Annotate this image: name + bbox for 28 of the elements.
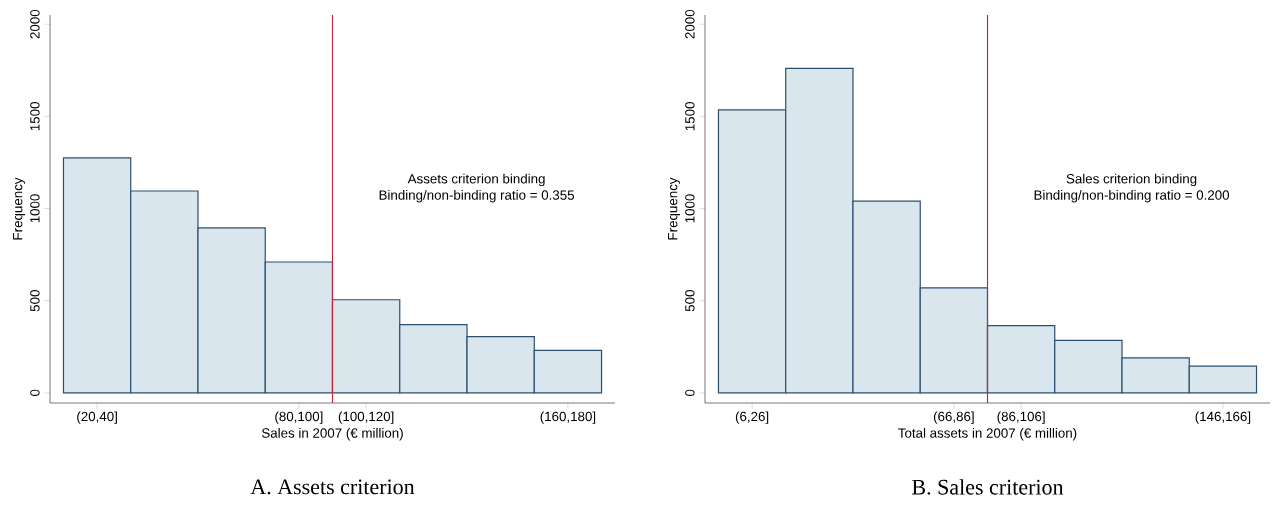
annotation: Assets criterion binding — [407, 173, 545, 187]
y-axis-title: Frequency — [13, 177, 26, 240]
y-tick-label: 2000 — [30, 9, 40, 39]
y-tick-label: 500 — [685, 290, 695, 312]
annotation: Binding/non-binding ratio = 0.200 — [1034, 189, 1230, 203]
x-tick-label: (86,106] — [997, 411, 1045, 424]
y-tick-label: 1000 — [685, 194, 695, 223]
y-axis-title: Frequency — [668, 177, 681, 240]
x-tick-label: (20,40] — [77, 411, 117, 424]
y-tick-label: 1000 — [30, 194, 40, 223]
annotation: Sales criterion binding — [1066, 173, 1197, 187]
x-tick-label: (80,100] — [275, 411, 323, 424]
x-axis-title: Total assets in 2007 (€ million) — [898, 427, 1077, 441]
y-tick-label: 2000 — [685, 9, 695, 39]
x-axis-title: Sales in 2007 (€ million) — [261, 427, 403, 441]
y-tick-label: 1500 — [685, 102, 695, 131]
annotation: Binding/non-binding ratio = 0.355 — [379, 189, 575, 203]
text: A. Assets criterion — [250, 479, 415, 495]
y-tick-label: 1500 — [30, 102, 40, 131]
x-tick-label: (100,120] — [338, 411, 394, 424]
x-tick-label: (160,180] — [540, 411, 596, 424]
y-tick-label: 0 — [685, 389, 695, 397]
x-tick-label: (146,166] — [1195, 411, 1251, 424]
x-tick-label: (66,86] — [933, 411, 974, 424]
x-tick-label: (6,26] — [735, 411, 769, 424]
y-tick-label: 500 — [30, 290, 40, 312]
y-tick-label: 0 — [30, 389, 40, 397]
text: B. Sales criterion — [912, 479, 1064, 495]
